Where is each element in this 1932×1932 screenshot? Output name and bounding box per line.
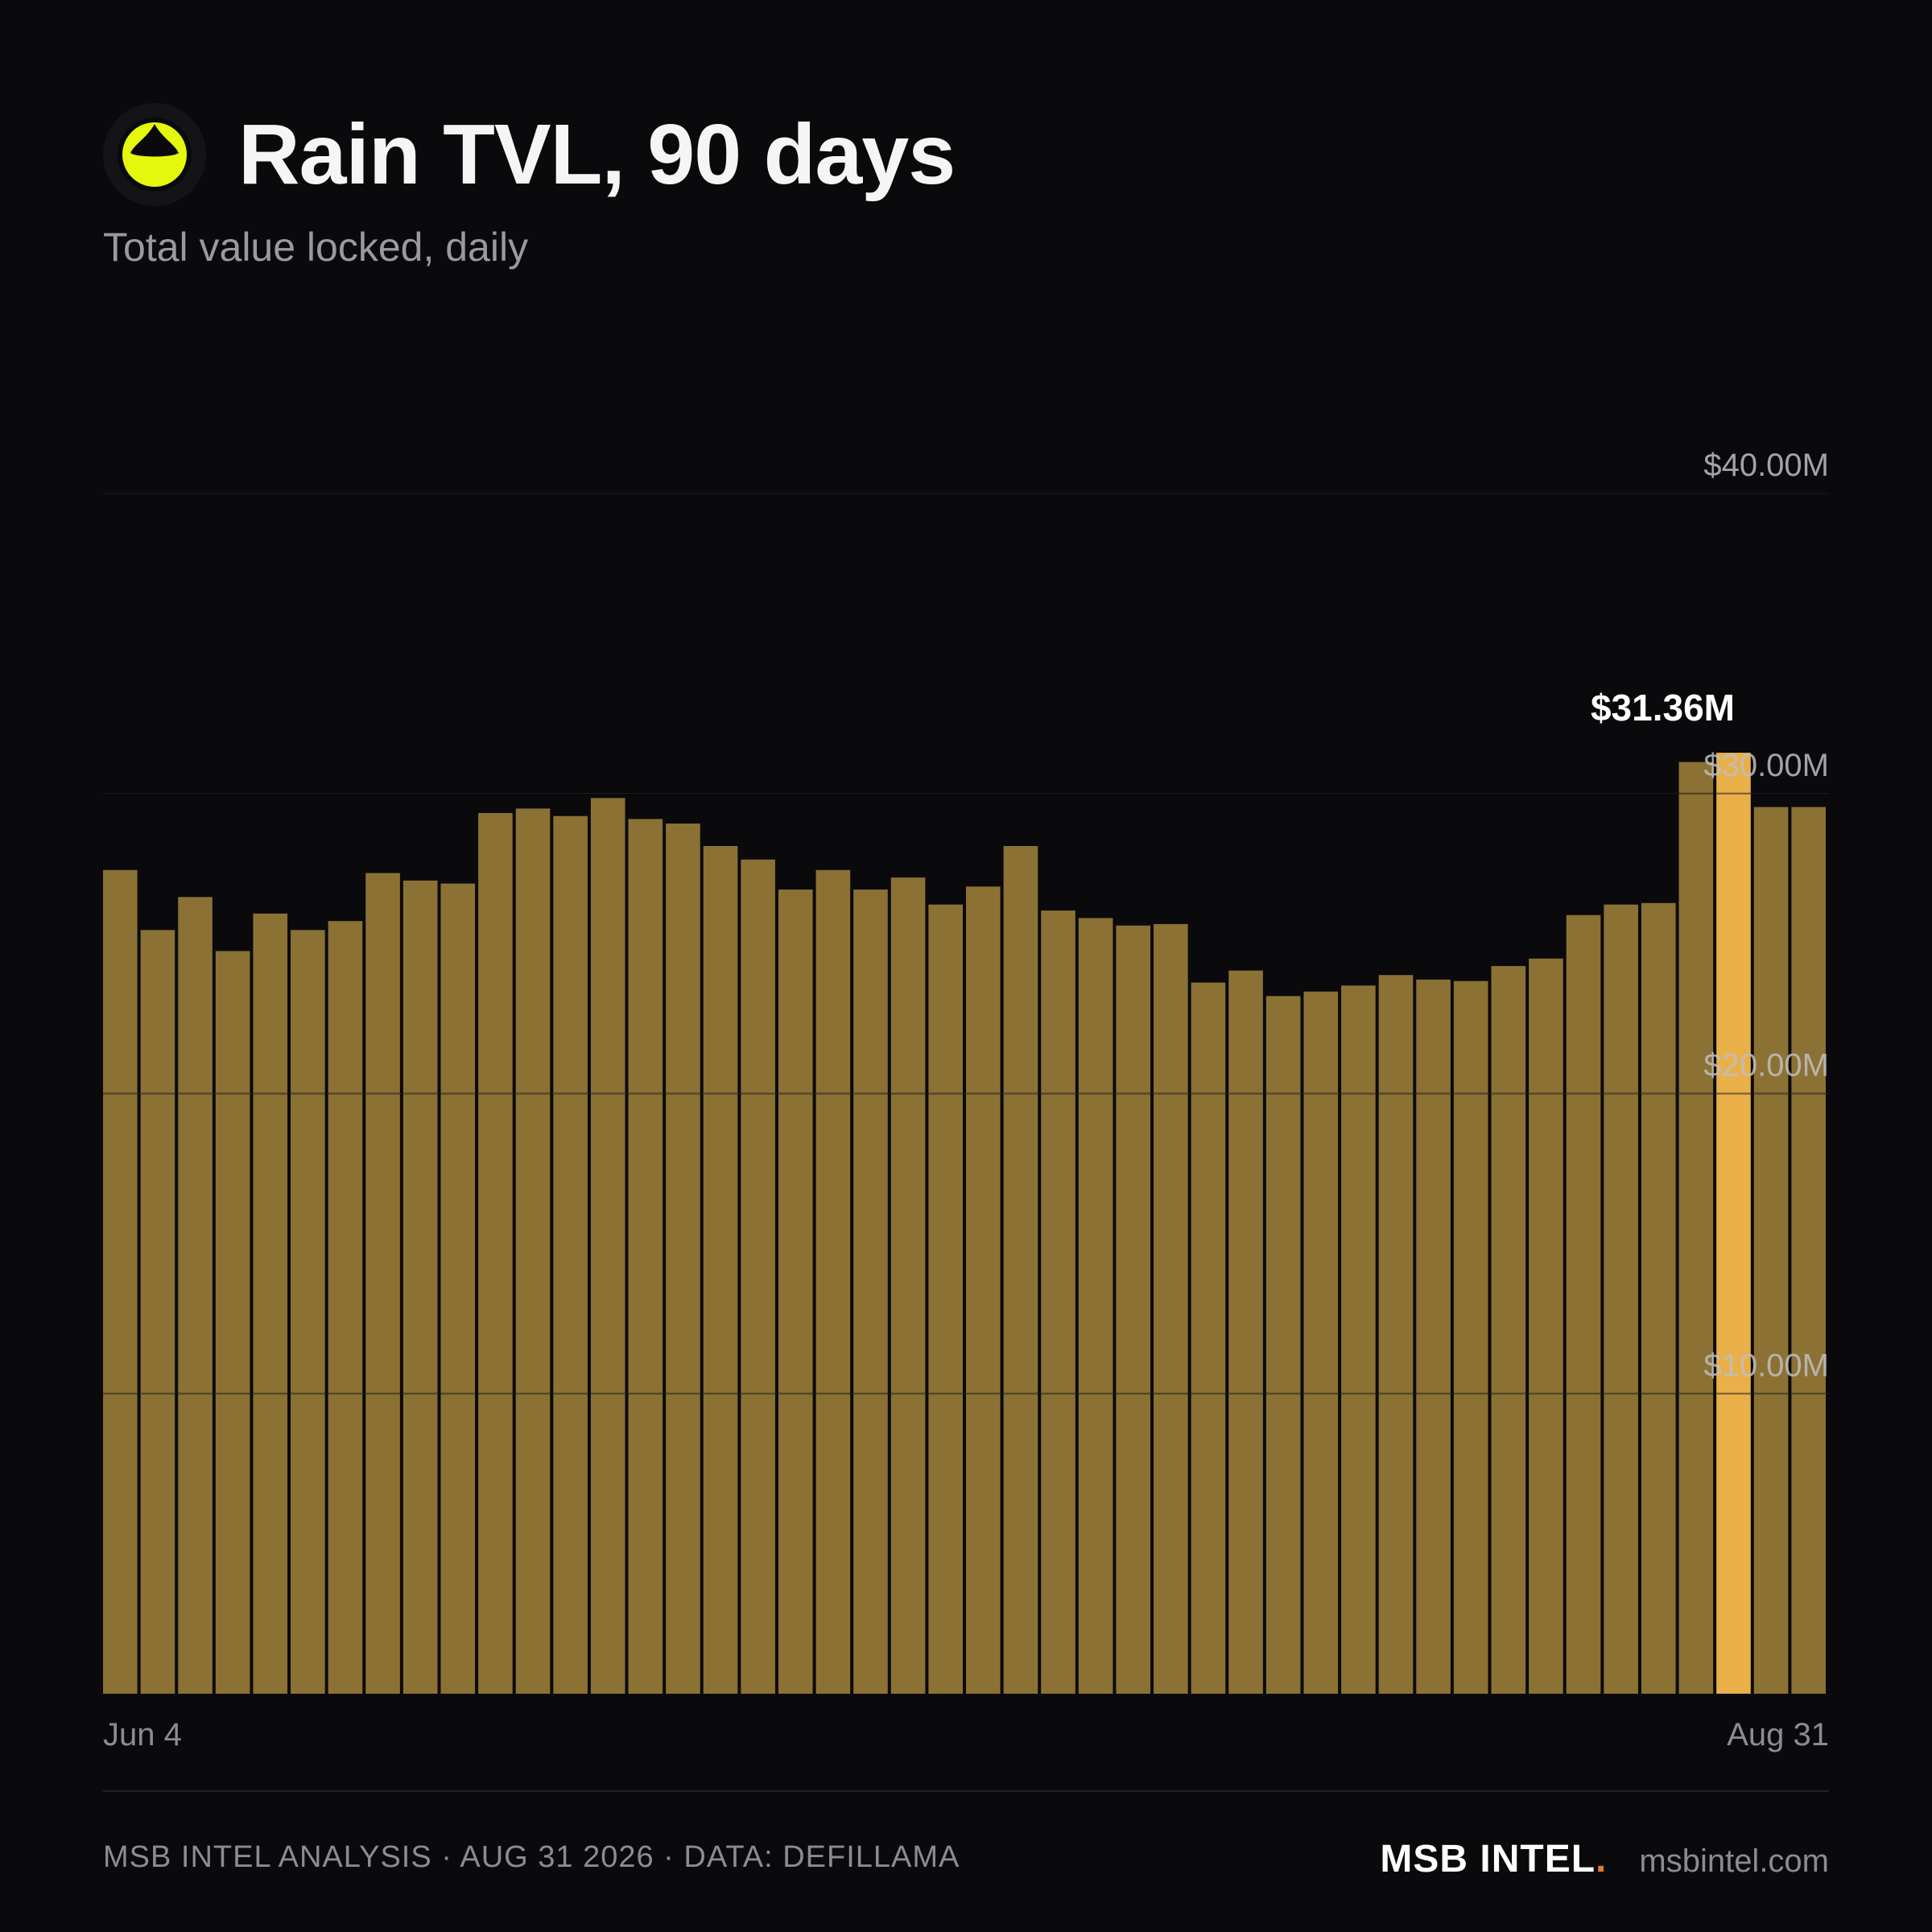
bar-highlight	[1716, 753, 1751, 1694]
bar	[515, 808, 551, 1694]
bars-layer	[103, 753, 1826, 1695]
footer: MSB INTEL ANALYSIS · AUG 31 2026 · DATA:…	[103, 1790, 1829, 1895]
bar	[140, 930, 175, 1694]
bar	[103, 869, 138, 1694]
bar	[666, 824, 700, 1694]
bar	[1529, 958, 1563, 1694]
y-axis-tick-labels: $10.00M $20.00M $30.00M $40.00M	[1703, 448, 1829, 1383]
brand-logo: MSB INTEL.	[1380, 1838, 1608, 1880]
bar	[1003, 845, 1038, 1694]
bar	[853, 890, 888, 1694]
bar	[1341, 985, 1376, 1694]
highlight-value-label: $31.36M	[1591, 687, 1735, 729]
y-tick-label: $30.00M	[1703, 748, 1829, 783]
bar	[178, 897, 213, 1694]
chart-subtitle: Total value locked, daily	[103, 225, 529, 270]
rain-logo-icon	[103, 103, 206, 206]
bar	[1191, 982, 1226, 1694]
bar	[215, 951, 250, 1694]
bar	[291, 930, 325, 1694]
bar	[1041, 910, 1075, 1694]
chart-title: Rain TVL, 90 days	[238, 107, 956, 202]
bar	[1791, 807, 1826, 1694]
bar	[1303, 991, 1339, 1694]
gridlines	[103, 493, 1829, 1395]
x-axis-end-label: Aug 31	[1727, 1717, 1829, 1752]
bar	[1753, 807, 1789, 1694]
bar	[1078, 918, 1113, 1694]
y-tick-label: $40.00M	[1703, 448, 1829, 483]
bar	[1154, 923, 1188, 1694]
bar	[402, 880, 438, 1694]
bar	[778, 890, 813, 1694]
bar	[328, 921, 363, 1694]
bar	[553, 815, 588, 1695]
bar	[890, 877, 926, 1694]
bar	[1566, 914, 1601, 1694]
bar	[590, 798, 625, 1694]
bar	[928, 904, 963, 1694]
chart-header: Rain TVL, 90 days Total value locked, da…	[103, 103, 1829, 296]
site-link[interactable]: msbintel.com	[1639, 1843, 1829, 1879]
bar	[478, 812, 513, 1694]
bar	[1678, 762, 1714, 1694]
bar	[1453, 980, 1488, 1694]
bar	[365, 873, 400, 1694]
bar	[253, 913, 288, 1694]
bar	[628, 819, 663, 1695]
bar	[440, 883, 476, 1694]
bar	[815, 869, 851, 1694]
y-tick-label: $10.00M	[1703, 1348, 1829, 1383]
bar	[703, 845, 738, 1694]
y-tick-label: $20.00M	[1703, 1048, 1829, 1084]
bar	[1116, 925, 1151, 1694]
bar	[1641, 902, 1676, 1694]
bar	[966, 886, 1001, 1694]
bar	[1416, 979, 1451, 1694]
bar	[741, 859, 775, 1694]
x-axis-start-label: Jun 4	[103, 1717, 182, 1752]
brand-block: MSB INTEL. msbintel.com	[1380, 1837, 1829, 1881]
bar	[1491, 966, 1526, 1694]
bar	[1265, 996, 1301, 1694]
bar	[1228, 970, 1263, 1694]
bar	[1604, 904, 1638, 1694]
bar	[1378, 975, 1414, 1694]
source-credit: MSB INTEL ANALYSIS · AUG 31 2026 · DATA:…	[103, 1840, 960, 1874]
